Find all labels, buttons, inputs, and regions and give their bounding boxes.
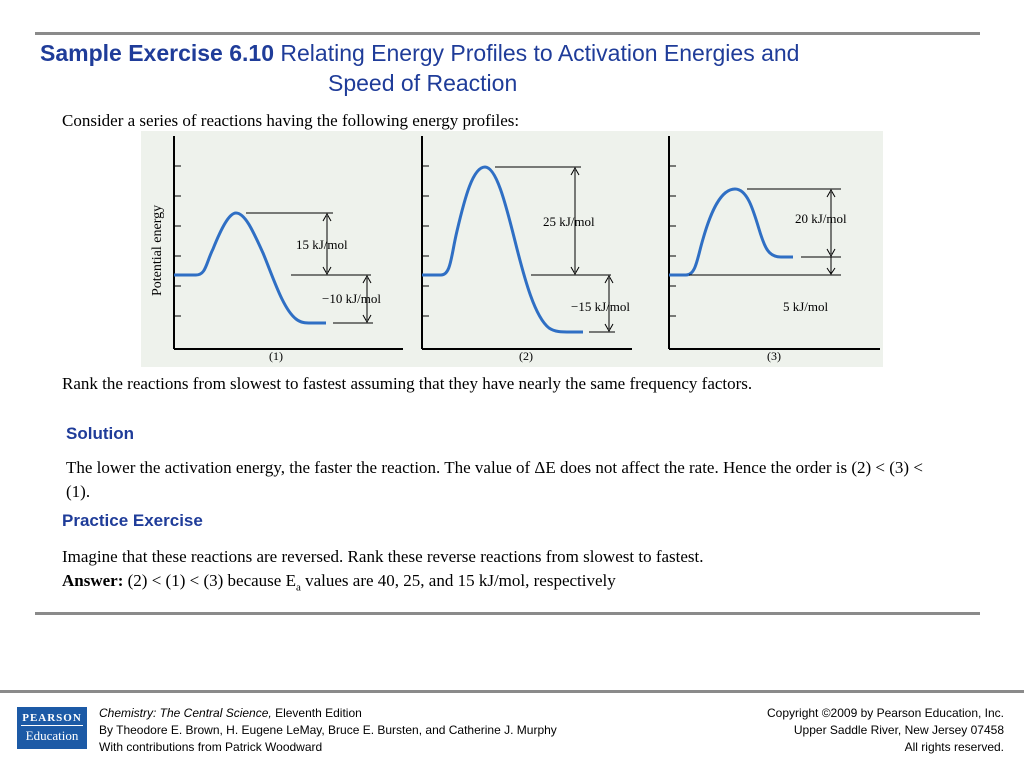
annotation-lines-1 bbox=[246, 212, 373, 324]
energy-curve-2 bbox=[422, 165, 583, 334]
profile-panel-2: 25 kJ/mol −15 kJ/mol (2) bbox=[421, 136, 632, 363]
slide-title: Sample Exercise 6.10 Relating Energy Pro… bbox=[40, 38, 940, 98]
annotation-lines-2 bbox=[495, 166, 615, 333]
footer-authors: By Theodore E. Brown, H. Eugene LeMay, B… bbox=[99, 723, 557, 737]
energy-curve-1 bbox=[174, 211, 326, 325]
answer-text-pre: (2) < (1) < (3) because E bbox=[123, 571, 296, 590]
pearson-logo: PEARSON Education bbox=[17, 707, 87, 749]
profile-panel-1: Potential energy 15 kJ/mol −10 kJ/mol (1… bbox=[150, 136, 403, 363]
solution-heading: Solution bbox=[66, 424, 134, 443]
energy-profiles-figure: Potential energy 15 kJ/mol −10 kJ/mol (1… bbox=[141, 131, 883, 367]
answer-label: Answer: bbox=[62, 571, 124, 590]
footer-contributions: With contributions from Patrick Woodward bbox=[99, 740, 323, 754]
title-exercise-number: Sample Exercise 6.10 bbox=[40, 40, 274, 66]
practice-heading: Practice Exercise bbox=[62, 511, 203, 530]
footer-address: Upper Saddle River, New Jersey 07458 bbox=[793, 723, 1004, 737]
figure-background bbox=[141, 131, 883, 367]
bottom-rule bbox=[35, 612, 980, 615]
logo-top-text: PEARSON bbox=[21, 707, 83, 726]
title-text-line2: Speed of Reaction bbox=[328, 70, 518, 96]
delta-label-3: 5 kJ/mol bbox=[783, 299, 829, 314]
activation-label-1: 15 kJ/mol bbox=[296, 237, 348, 252]
delta-label-1: −10 kJ/mol bbox=[322, 291, 381, 306]
answer-line: Answer: (2) < (1) < (3) because Ea value… bbox=[62, 569, 616, 599]
y-ticks-1 bbox=[174, 165, 181, 317]
question-text: Rank the reactions from slowest to faste… bbox=[62, 374, 753, 393]
footer-copyright: Copyright ©2009 by Pearson Education, In… bbox=[767, 705, 1004, 756]
title-text-line1: Relating Energy Profiles to Activation E… bbox=[274, 40, 800, 66]
footer-rule bbox=[0, 690, 1024, 693]
footer-book-info: Chemistry: The Central Science, Eleventh… bbox=[99, 705, 557, 756]
footer-rights: All rights reserved. bbox=[904, 740, 1004, 754]
y-ticks-2 bbox=[422, 165, 429, 317]
panel-label-1: (1) bbox=[269, 349, 283, 363]
footer-edition: Eleventh Edition bbox=[271, 706, 362, 720]
practice-text: Imagine that these reactions are reverse… bbox=[62, 547, 704, 566]
footer-copyright-line: Copyright ©2009 by Pearson Education, In… bbox=[767, 706, 1004, 720]
activation-label-3: 20 kJ/mol bbox=[795, 211, 847, 226]
annotation-lines-3 bbox=[689, 188, 841, 276]
panel-label-2: (2) bbox=[519, 349, 533, 363]
logo-bottom-text: Education bbox=[25, 728, 79, 743]
activation-label-2: 25 kJ/mol bbox=[543, 214, 595, 229]
profile-panel-3: 20 kJ/mol 5 kJ/mol (3) bbox=[668, 136, 880, 363]
panel-label-3: (3) bbox=[767, 349, 781, 363]
y-axis-label: Potential energy bbox=[150, 205, 165, 296]
y-ticks-3 bbox=[669, 165, 676, 317]
delta-label-2: −15 kJ/mol bbox=[571, 299, 630, 314]
energy-curve-3 bbox=[669, 187, 793, 277]
top-rule bbox=[35, 32, 980, 35]
footer-book-title: Chemistry: The Central Science, bbox=[99, 706, 272, 720]
intro-text: Consider a series of reactions having th… bbox=[62, 111, 520, 130]
answer-text-post: values are 40, 25, and 15 kJ/mol, respec… bbox=[300, 571, 616, 590]
solution-text: The lower the activation energy, the fas… bbox=[66, 458, 923, 501]
answer-subscript: a bbox=[295, 581, 301, 594]
